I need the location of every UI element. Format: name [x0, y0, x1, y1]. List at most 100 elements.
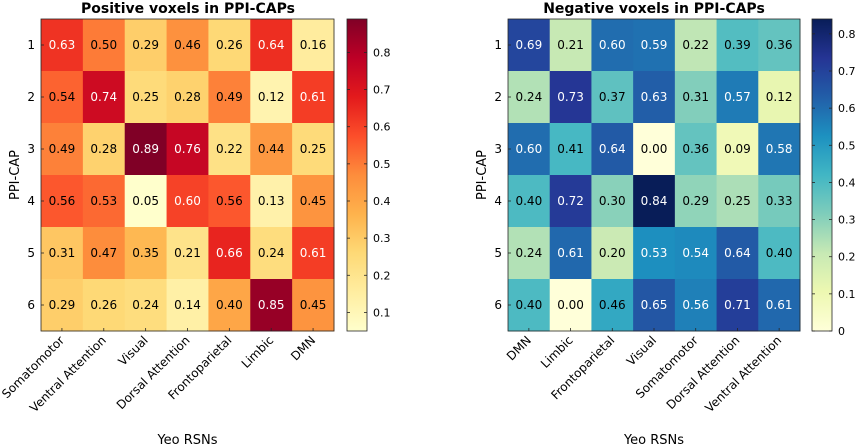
- chart1-cell: [166, 19, 209, 72]
- chart1-cell-label: 0.64: [258, 38, 285, 52]
- chart1-cell-label: 0.28: [174, 90, 201, 104]
- chart1-x-tick-label: DMN: [288, 333, 318, 363]
- chart1-cell: [250, 71, 293, 124]
- chart1-cell-label: 0.49: [49, 142, 76, 156]
- chart2-cell-label: 0.61: [557, 246, 584, 260]
- chart1-cell-label: 0.76: [174, 142, 201, 156]
- chart1-cell: [41, 175, 84, 228]
- chart1-cell: [82, 175, 126, 228]
- chart2-cell-label: 0.59: [641, 38, 668, 52]
- chart2-colorbar-tick-label: 0.8: [838, 28, 855, 41]
- chart2-cell: [633, 71, 676, 124]
- chart2-cell: [716, 71, 759, 124]
- chart2-cell: [716, 123, 759, 176]
- chart2-cell: [633, 279, 676, 332]
- chart2-cell: [716, 19, 759, 72]
- chart2-cell-label: 0.84: [641, 194, 668, 208]
- chart2-cell: [758, 123, 801, 176]
- chart2-cell-label: 0.09: [724, 142, 751, 156]
- chart1-colorbar-tick-label: 0.2: [373, 269, 391, 282]
- chart2-cell-label: 0.36: [766, 38, 793, 52]
- chart1-cell: [250, 19, 293, 72]
- chart2-cell-label: 0.60: [515, 142, 542, 156]
- chart1-y-axis-label: PPI-CAP: [8, 150, 23, 200]
- chart1-x-tick-label: Dorsal Attention: [114, 333, 193, 412]
- chart2-y-tick-label: 4: [494, 194, 502, 208]
- chart1-x-tick-label: Ventral Attention: [27, 333, 109, 415]
- chart1-cell-label: 0.16: [300, 38, 327, 52]
- chart2-cell: [591, 19, 634, 72]
- chart2-cell: [549, 175, 592, 228]
- chart1-cell-label: 0.50: [90, 38, 117, 52]
- chart1-cell: [166, 175, 209, 228]
- chart2-x-tick-label: Dorsal Attention: [664, 333, 743, 412]
- chart2-cell: [508, 175, 551, 228]
- chart2-cell-label: 0.37: [599, 90, 626, 104]
- chart1-cell: [166, 227, 209, 280]
- chart1-cell-label: 0.25: [300, 142, 327, 156]
- chart1-y-tick-label: 4: [27, 194, 35, 208]
- chart2-cell: [758, 175, 801, 228]
- chart1-colorbar-tick-label: 0.4: [373, 195, 391, 208]
- chart1-cell: [208, 227, 251, 280]
- chart2-cell-label: 0.00: [641, 142, 668, 156]
- chart2-cell-label: 0.40: [766, 246, 793, 260]
- chart1-cell-label: 0.46: [174, 38, 201, 52]
- chart1-cell-label: 0.61: [300, 246, 327, 260]
- chart1-cell-label: 0.45: [300, 298, 327, 312]
- chart2-colorbar-tick-label: 0.7: [838, 65, 855, 78]
- chart1-cell: [41, 279, 84, 332]
- chart2-cell-label: 0.60: [599, 38, 626, 52]
- chart2-cell-label: 0.12: [766, 90, 793, 104]
- chart2-cell: [549, 19, 592, 72]
- chart2-colorbar-tick-label: 0.4: [838, 176, 855, 189]
- chart2-cell: [508, 19, 551, 72]
- chart2-cell-label: 0.53: [641, 246, 668, 260]
- chart2-cell: [591, 279, 634, 332]
- chart2-colorbar-tick-label: 0.1: [838, 288, 855, 301]
- chart2-cell-label: 0.64: [599, 142, 626, 156]
- chart1-cell: [82, 227, 126, 280]
- chart1-cell-label: 0.31: [49, 246, 76, 260]
- chart2-cell-label: 0.58: [766, 142, 793, 156]
- chart2-cell-label: 0.40: [515, 298, 542, 312]
- chart2-colorbar-tick-label: 0.2: [838, 251, 855, 264]
- chart2-cell: [633, 175, 676, 228]
- chart2-cell-label: 0.21: [557, 38, 584, 52]
- chart2-cell-label: 0.36: [682, 142, 709, 156]
- chart1-cell-label: 0.26: [90, 298, 117, 312]
- chart1-cell-label: 0.29: [132, 38, 159, 52]
- chart2-cell: [508, 279, 551, 332]
- chart1-cell: [82, 71, 126, 124]
- chart1-y-tick-label: 1: [27, 38, 35, 52]
- chart2-y-tick-label: 6: [494, 298, 502, 312]
- chart2-title: Negative voxels in PPI-CAPs: [543, 1, 765, 17]
- chart1-cell: [41, 19, 84, 72]
- chart2-cell: [758, 279, 801, 332]
- chart2-cell-label: 0.29: [682, 194, 709, 208]
- chart2-x-tick-label: Visual: [624, 333, 659, 368]
- chart1-cell-label: 0.53: [90, 194, 117, 208]
- chart1-cell: [250, 279, 293, 332]
- chart1-cell: [166, 71, 209, 124]
- chart2-x-tick-label: Limbic: [538, 333, 576, 371]
- chart2-x-axis-label: Yeo RSNs: [623, 433, 684, 448]
- chart1-cell: [124, 227, 168, 280]
- chart2-cell: [758, 227, 801, 280]
- chart2-cell: [591, 175, 634, 228]
- chart2-cell-label: 0.65: [641, 298, 668, 312]
- chart1-cell: [82, 123, 126, 176]
- chart1-cell: [208, 279, 251, 332]
- chart1-cell: [82, 279, 126, 332]
- chart2-colorbar-tick-label: 0.3: [838, 214, 855, 227]
- chart2-cell-label: 0.24: [515, 90, 542, 104]
- chart1-cell-label: 0.35: [132, 246, 159, 260]
- chart2-cell-label: 0.31: [682, 90, 709, 104]
- chart2-x-tick-label: DMN: [504, 333, 534, 363]
- chart2-cell: [549, 279, 592, 332]
- chart1-cell: [292, 279, 335, 332]
- chart1-cell-label: 0.22: [216, 142, 243, 156]
- chart1-cell: [292, 71, 335, 124]
- chart1-cell-label: 0.56: [49, 194, 76, 208]
